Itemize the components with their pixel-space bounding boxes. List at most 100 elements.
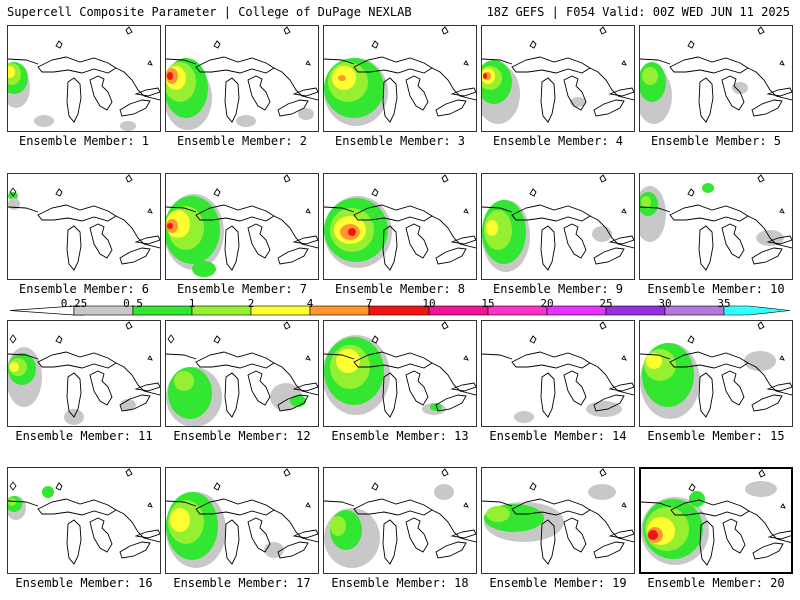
colorbar-tick-label: 1: [188, 297, 196, 310]
great-lakes-outline: [511, 204, 634, 271]
colorbar-segment: [664, 305, 725, 316]
coast-feature: [147, 60, 153, 66]
colorbar-segment: [309, 305, 370, 316]
scp-contour-region: [34, 115, 54, 127]
coast-feature: [687, 26, 765, 49]
scp-field-map: [640, 321, 792, 419]
great-lakes-outline: [669, 56, 792, 123]
scp-field-map: [166, 321, 318, 426]
colorbar-segment: [368, 305, 430, 316]
scp-contour-region: [486, 506, 510, 522]
border-line: [8, 58, 160, 101]
border-line: [482, 58, 634, 101]
scp-field-map: [324, 174, 476, 271]
scp-field-map: [166, 468, 318, 568]
scp-contour-region: [483, 73, 487, 79]
map-panel: [7, 467, 161, 574]
coast-feature: [305, 355, 311, 361]
colorbar-right-cap: [723, 305, 790, 316]
panel-caption: Ensemble Member: 15: [647, 429, 785, 443]
colorbar-tick-label: 30: [658, 297, 672, 310]
scp-field-map: [640, 174, 792, 271]
colorbar-segment: [250, 305, 311, 316]
colorbar-segment: [428, 305, 489, 316]
border-line: [640, 58, 792, 101]
coast-feature: [780, 503, 786, 509]
map-panel: [323, 25, 477, 132]
scp-field-map: [324, 468, 476, 568]
border-line: [166, 500, 318, 543]
panel-caption: Ensemble Member: 20: [647, 576, 785, 590]
marker-icon: [167, 334, 175, 344]
map-panel: [323, 320, 477, 427]
scp-contour-region: [167, 223, 173, 229]
great-lakes-outline: [669, 351, 792, 418]
coast-feature: [779, 208, 785, 214]
border-line: [324, 58, 476, 101]
map-panel: [481, 320, 635, 427]
scp-contour-region: [486, 220, 498, 236]
scp-contour-region: [174, 371, 194, 391]
coast-feature: [463, 208, 469, 214]
panel-caption: Ensemble Member: 11: [15, 429, 153, 443]
scp-field-map: [482, 468, 634, 565]
map-panel: [165, 320, 319, 427]
great-lakes-outline: [37, 56, 160, 123]
coast-feature: [779, 355, 785, 361]
scp-contour-region: [170, 508, 190, 532]
scp-contour-region: [588, 484, 616, 500]
map-panel: [639, 320, 793, 427]
panel-caption: Ensemble Member: 13: [331, 429, 469, 443]
map-panel: [323, 467, 477, 574]
scp-contour-region: [514, 411, 534, 423]
scp-field-map: [166, 26, 318, 130]
map-panel: [481, 25, 635, 132]
border-line: [324, 206, 476, 249]
border-line: [166, 58, 318, 101]
colorbar-tick-label: 15: [481, 297, 495, 310]
great-lakes-outline: [37, 351, 160, 418]
panel-caption: Ensemble Member: 1: [18, 134, 150, 148]
panel-caption: Ensemble Member: 16: [15, 576, 153, 590]
scp-contour-region: [42, 486, 54, 498]
great-lakes-outline: [353, 351, 476, 418]
great-lakes-outline: [195, 498, 318, 565]
border-line: [482, 500, 634, 543]
great-lakes-outline: [195, 56, 318, 123]
colorbar-segment: [487, 305, 548, 316]
colorbar-tick-label: 10: [422, 297, 436, 310]
scp-field-map: [640, 26, 792, 124]
panel-caption: Ensemble Member: 8: [334, 282, 466, 296]
scp-field-map: [8, 174, 160, 271]
coast-feature: [687, 174, 765, 197]
panel-caption: Ensemble Member: 6: [18, 282, 150, 296]
colorbar-tick-label: 7: [365, 297, 373, 310]
scp-contour-region: [338, 75, 346, 81]
coast-feature: [371, 321, 449, 344]
colorbar-segment: [546, 305, 607, 316]
panel-caption: Ensemble Member: 4: [492, 134, 624, 148]
scp-contour-region: [745, 481, 777, 497]
scp-contour-region: [744, 351, 776, 371]
scp-contour-region: [586, 401, 622, 417]
coast-feature: [529, 26, 607, 49]
map-panel: [165, 467, 319, 574]
border-line: [482, 206, 634, 249]
scp-contour-region: [9, 362, 19, 372]
scp-contour-region: [120, 121, 136, 131]
colorbar-tick-label: 20: [540, 297, 554, 310]
scp-field-map: [641, 469, 791, 566]
map-panel: [7, 320, 161, 427]
scp-contour-region: [434, 484, 454, 500]
scp-contour-region: [298, 108, 314, 120]
coast-feature: [463, 355, 469, 361]
scp-contour-region: [732, 82, 748, 94]
border-line: [166, 353, 318, 396]
map-panel: [639, 25, 793, 132]
scp-contour-region: [236, 115, 256, 127]
scp-contour-region: [290, 395, 306, 407]
map-panel: [639, 173, 793, 280]
scp-contour-region: [8, 66, 15, 78]
colorbar-tick-label: 0.25: [60, 297, 88, 310]
coast-feature: [688, 469, 766, 492]
